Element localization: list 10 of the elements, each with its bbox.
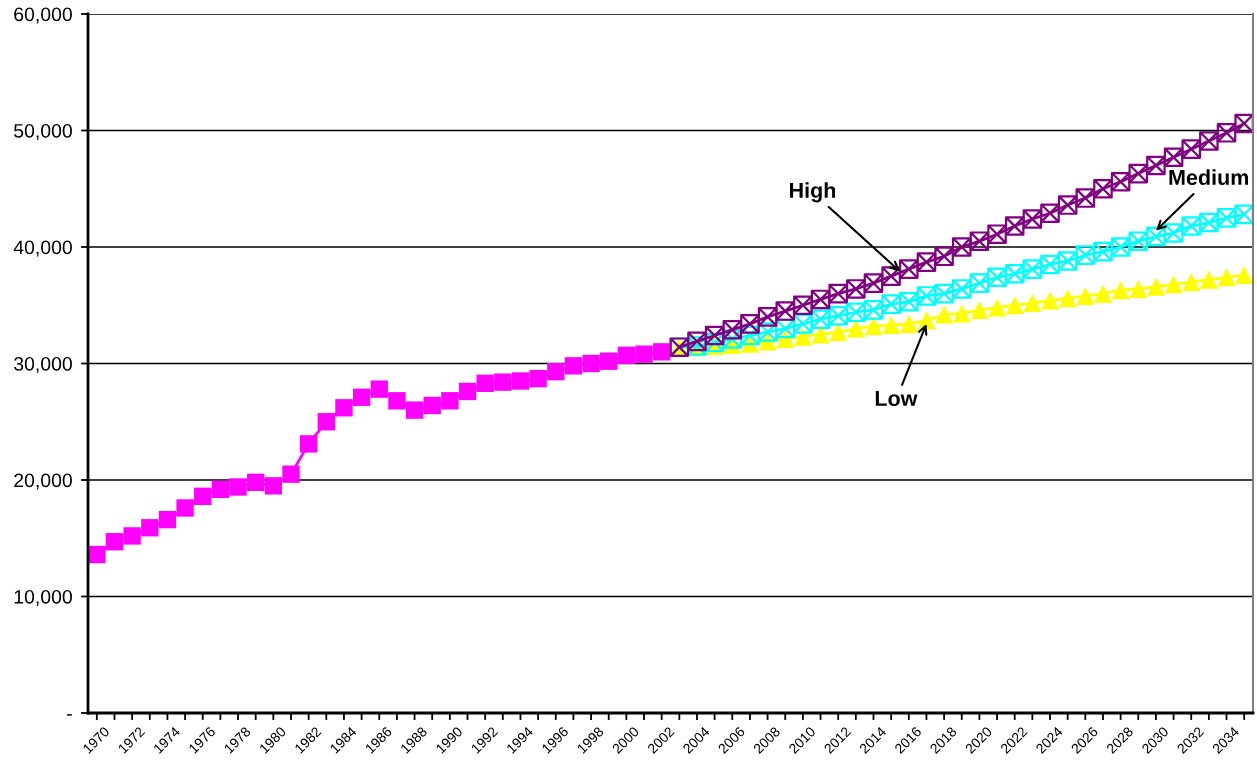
annotation: Medium [1169,169,1249,186]
y-tick-label: 20,000 [14,473,72,490]
annotation: Low [875,391,918,407]
y-tick-label: 50,000 [14,123,72,141]
y-tick-label: 30,000 [14,356,72,374]
y-tick-label: - [67,714,72,716]
y-tick-label: 60,000 [14,7,72,24]
y-tick-label: 10,000 [14,589,72,607]
annotation: High [790,182,836,203]
y-tick-label: 40,000 [13,240,72,257]
